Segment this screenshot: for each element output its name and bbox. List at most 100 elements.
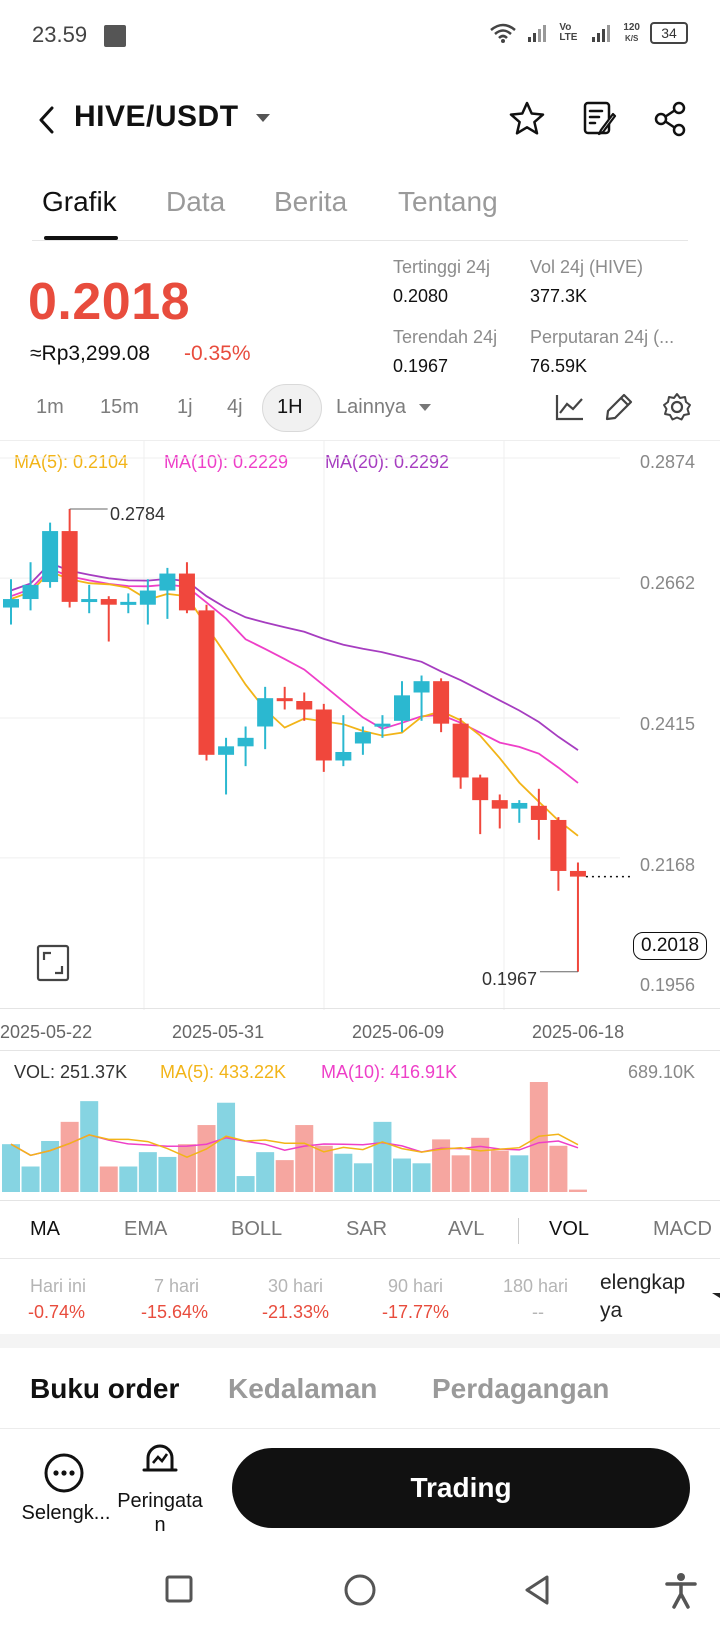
status-time: 23.59 [32,22,88,47]
candle-body-17 [335,751,352,761]
wifi-icon [490,23,517,43]
candle-body-13 [257,698,274,727]
volume-bar-7 [138,1152,157,1192]
high-label: Tertinggi 24j [393,257,491,277]
more-label: Selengk... [21,1502,111,1524]
candle-body-23 [452,723,469,778]
pair-selector[interactable]: HIVE/USDT [74,100,271,134]
tab-depth[interactable]: Kedalaman [228,1373,378,1404]
volume-bar-3 [60,1121,79,1192]
perf-value-today: -0.74% [28,1302,86,1322]
settings-gear-icon[interactable] [662,392,692,422]
indicator-vol[interactable]: VOL [549,1218,590,1240]
current-price-tag: 0.2018 [633,932,708,960]
candle-body-6 [120,601,137,605]
share-icon[interactable] [652,100,688,138]
draw-tool-icon[interactable] [604,392,634,422]
perf-label-7d: 7 hari [154,1276,200,1296]
volume-chart [2,1082,587,1192]
candle-body-28 [550,819,567,871]
interval-1m[interactable]: 1m [36,396,64,418]
candle-body-22 [433,681,450,724]
perf-label-30d: 30 hari [268,1276,324,1296]
back-arrow-icon[interactable] [36,104,58,136]
high-marker-label: 0.2784 [110,504,166,524]
interval-more[interactable]: Lainnya [336,396,432,419]
volume-bar-29 [568,1189,587,1192]
back-triangle-icon[interactable] [522,1573,552,1607]
status-icons: Vo LTE 120 K/S 34 [489,22,688,44]
alarm-icon [142,1444,178,1472]
vol-ma10-legend: MA(10): 416.91K [321,1062,458,1082]
volume-bar-4 [80,1101,99,1192]
fullscreen-button[interactable] [36,944,70,982]
tab-order-book[interactable]: Buku order [30,1373,180,1404]
indicator-chart-icon[interactable] [555,393,585,421]
vol-legend: VOL: 251.37K [14,1062,128,1082]
more-button[interactable]: Selengk... [18,1450,114,1530]
interval-1j[interactable]: 1j [177,396,193,418]
price-alert-button[interactable]: Peringata n [112,1438,208,1538]
network-speed-unit: K/S [624,34,639,43]
chart-bottom-border [0,1008,720,1009]
indicator-ema[interactable]: EMA [124,1218,168,1240]
tab-data[interactable]: Data [166,186,226,217]
turnover-label: Perputaran 24j (... [530,327,675,347]
volume-bar-20 [393,1158,411,1192]
x-date-2: 2025-06-09 [352,1022,445,1042]
trading-button[interactable]: Trading [232,1448,690,1528]
interval-15m[interactable]: 15m [100,396,139,418]
vol-max-tick: 689.10K [628,1062,696,1082]
edit-note-icon[interactable] [582,100,618,138]
tab-underline [44,236,118,240]
signal-icon-2 [592,25,611,42]
perf-more-button[interactable]: elengkap ya [600,1269,685,1325]
candle-body-18 [354,732,371,744]
indicator-ma[interactable]: MA [30,1218,60,1240]
current-price-value: 0.2018 [641,935,700,956]
candle-body-26 [511,802,528,809]
indicator-boll[interactable]: BOLL [231,1218,283,1240]
candle-body-25 [491,800,508,809]
chart-top-border [0,440,720,441]
volume-bar-28 [549,1145,568,1192]
low-marker-label: 0.1967 [482,969,538,989]
tab-tentang[interactable]: Tentang [398,186,498,217]
volume-bar-26 [510,1155,529,1192]
recent-apps-icon[interactable] [164,1574,194,1604]
tab-grafik[interactable]: Grafik [42,186,117,217]
volume-bar-13 [256,1152,275,1192]
section-gap [0,1334,720,1348]
candle-body-21 [413,681,430,693]
fiat-price: ≈Rp3,299.08 [30,342,151,365]
x-date-1: 2025-05-31 [172,1022,265,1042]
ma10-legend: MA(10): 0.2229 [164,452,289,472]
candle-body-2 [42,531,59,583]
volume-bar-10 [197,1125,216,1192]
star-icon[interactable] [508,100,546,138]
trading-button-label: Trading [410,1472,512,1503]
volume-bar-17 [334,1153,353,1192]
volume-bar-1 [21,1166,40,1192]
accessibility-icon[interactable] [664,1572,698,1610]
volume-label: Vol 24j (HIVE) [530,257,644,277]
indicator-macd[interactable]: MACD [653,1218,712,1240]
volume-top-border [0,1050,720,1051]
home-circle-icon[interactable] [343,1573,377,1607]
volume-bar-21 [412,1163,431,1192]
indicator-avl[interactable]: AVL [448,1218,485,1240]
candle-body-9 [178,573,195,611]
tab-berita[interactable]: Berita [274,186,348,217]
candlestick-chart[interactable] [0,440,720,1010]
ma20-legend: MA(20): 0.2292 [325,452,450,472]
volume-bar-19 [373,1121,392,1192]
book-tabs-border [0,1428,720,1429]
interval-1h[interactable]: 1H [277,396,303,418]
volume-bar-14 [275,1160,294,1192]
interval-4j[interactable]: 4j [227,396,243,418]
candle-body-20 [394,695,410,721]
turnover-value: 76.59K [530,356,588,376]
volume-bar-9 [177,1144,196,1192]
tab-trades[interactable]: Perdagangan [432,1373,610,1404]
indicator-sar[interactable]: SAR [346,1218,388,1240]
